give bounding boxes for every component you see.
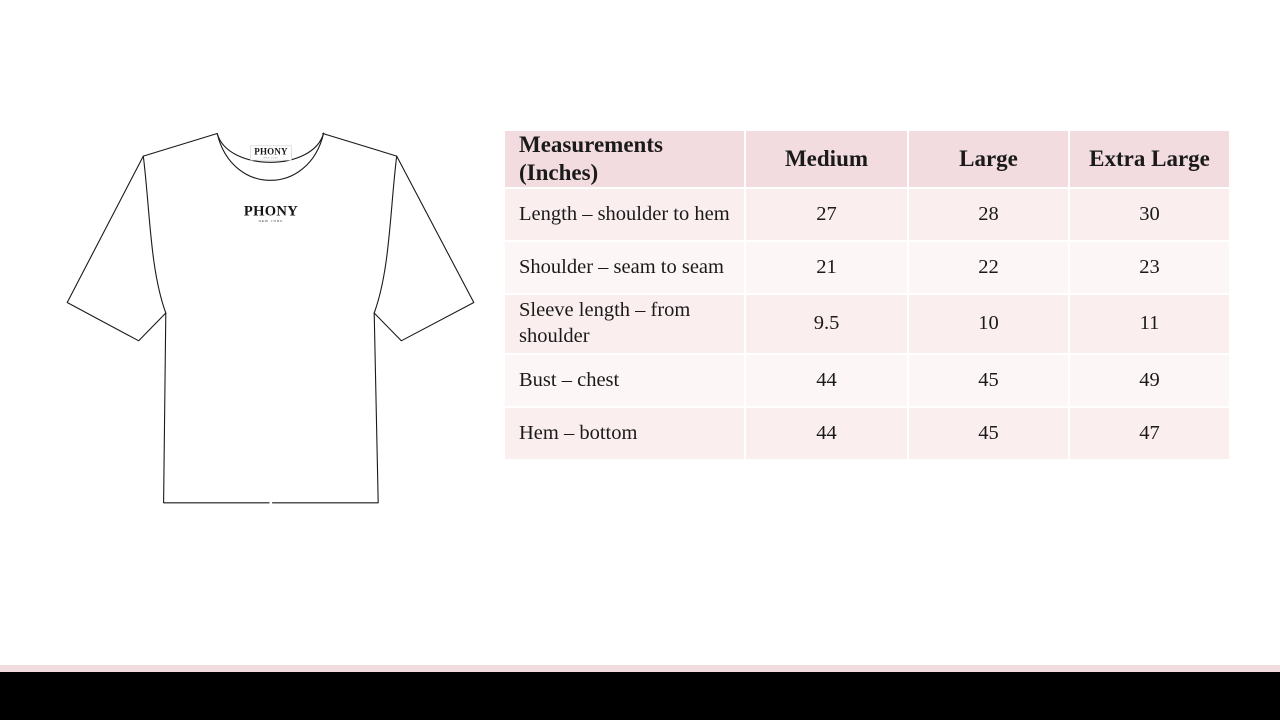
svg-text:NEW YORK: NEW YORK [264, 157, 279, 159]
svg-text:PHONY: PHONY [254, 146, 288, 156]
svg-text:PHONY: PHONY [244, 204, 298, 220]
svg-text:NEW YORK: NEW YORK [259, 219, 284, 223]
